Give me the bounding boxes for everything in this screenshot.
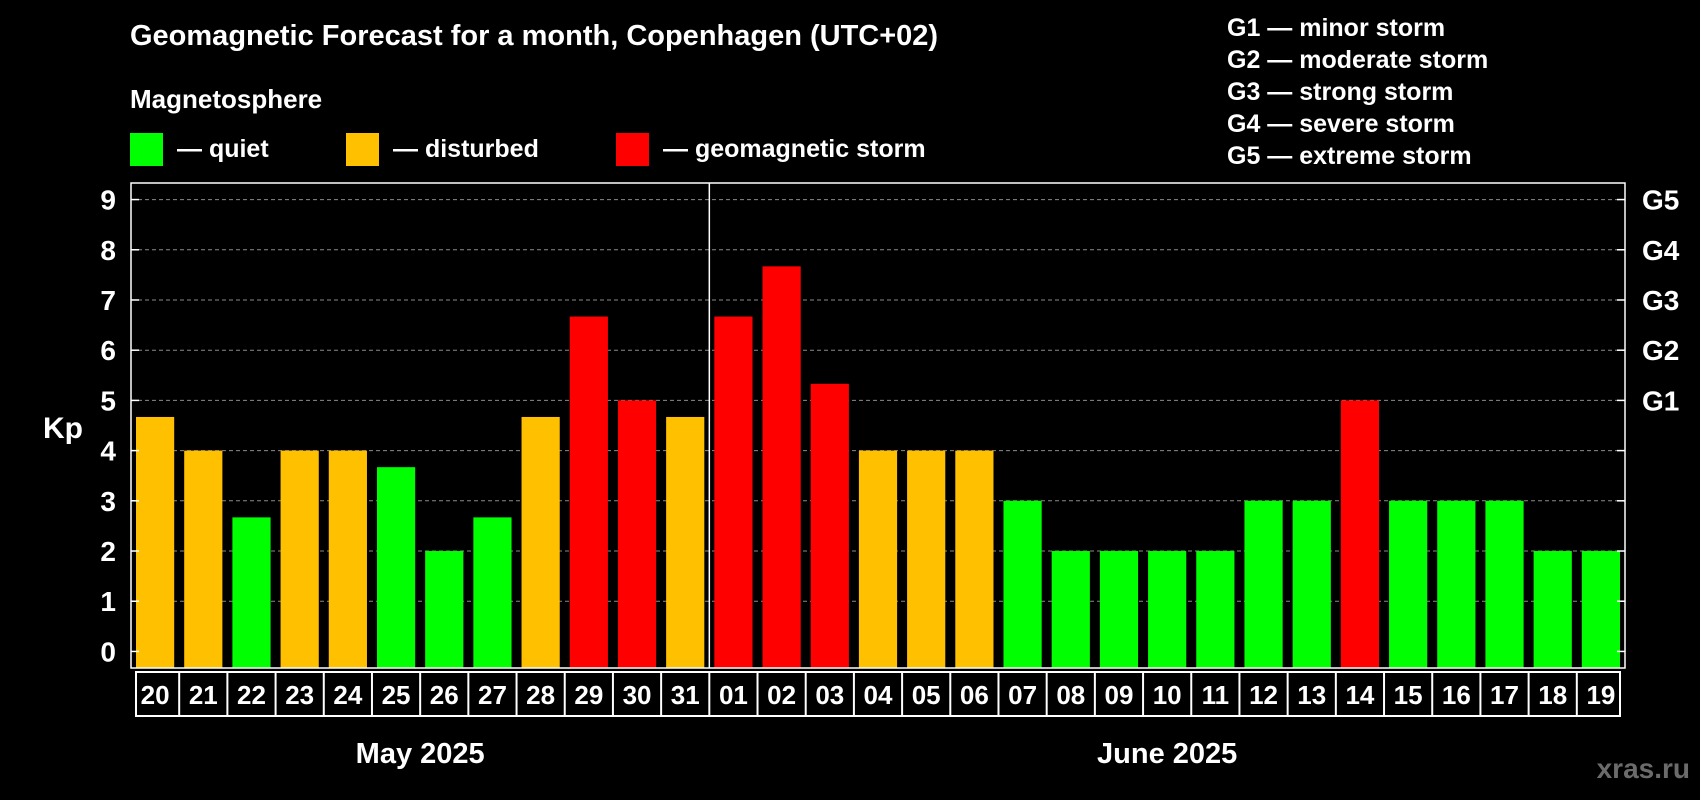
day-label-27: 27	[478, 680, 507, 710]
month-label: June 2025	[1097, 738, 1237, 770]
bar-22	[232, 517, 271, 668]
g-legend-g4: G4 — severe storm	[1227, 110, 1455, 138]
g-legend-g5: G5 — extreme storm	[1227, 142, 1472, 170]
y-tick-label: 7	[100, 285, 116, 316]
y-tick-label: 1	[100, 586, 116, 617]
day-label-24: 24	[333, 680, 362, 710]
bar-21	[184, 450, 223, 668]
bar-14	[1340, 400, 1380, 668]
day-label-17: 17	[1490, 680, 1519, 710]
day-label-09: 09	[1105, 680, 1134, 710]
day-label-31: 31	[671, 680, 700, 710]
plot-frame	[130, 182, 1626, 669]
month-label: May 2025	[356, 738, 485, 770]
legend-swatch-quiet	[130, 133, 163, 166]
bar-06	[955, 450, 994, 668]
day-label-30: 30	[623, 680, 652, 710]
day-label-01: 01	[719, 680, 748, 710]
bar-20	[136, 416, 175, 668]
right-tick-label-g1: G1	[1642, 385, 1679, 416]
g-legend-g2: G2 — moderate storm	[1227, 46, 1489, 74]
day-label-29: 29	[574, 680, 603, 710]
legend-swatch-storm	[616, 133, 649, 166]
day-label-10: 10	[1153, 680, 1182, 710]
day-label-06: 06	[960, 680, 989, 710]
bar-29	[569, 316, 608, 668]
day-label-04: 04	[864, 680, 893, 710]
bar-11	[1196, 551, 1235, 668]
legend-swatch-disturbed	[346, 133, 379, 166]
day-label-23: 23	[285, 680, 314, 710]
day-label-15: 15	[1394, 680, 1423, 710]
right-tick-label-g5: G5	[1642, 185, 1679, 216]
day-label-19: 19	[1586, 680, 1615, 710]
legend-label-storm: — geomagnetic storm	[663, 135, 926, 163]
bar-02	[762, 266, 801, 668]
bar-24	[328, 450, 367, 668]
bar-16	[1437, 500, 1476, 668]
day-axis-frame	[135, 671, 1621, 717]
bar-15	[1389, 500, 1428, 668]
day-label-11: 11	[1202, 680, 1230, 710]
bar-17	[1485, 500, 1524, 668]
legend-label-disturbed: — disturbed	[393, 135, 539, 163]
bar-04	[858, 450, 898, 668]
day-label-05: 05	[912, 680, 941, 710]
y-tick-label: 2	[100, 536, 116, 567]
day-label-21: 21	[189, 680, 218, 710]
y-tick-label: 4	[100, 436, 116, 467]
day-label-28: 28	[526, 680, 555, 710]
y-tick-label: 5	[100, 385, 116, 416]
right-tick-label-g3: G3	[1642, 285, 1679, 316]
bar-01	[714, 316, 753, 668]
y-tick-label: 8	[100, 235, 116, 266]
day-label-16: 16	[1442, 680, 1471, 710]
bar-23	[280, 450, 319, 668]
bar-12	[1244, 500, 1283, 668]
legend-title: Magnetosphere	[130, 84, 323, 114]
day-label-13: 13	[1297, 680, 1326, 710]
day-label-26: 26	[430, 680, 459, 710]
bar-08	[1051, 551, 1090, 668]
bar-27	[473, 517, 512, 668]
bar-09	[1099, 551, 1139, 668]
bar-25	[376, 467, 416, 668]
day-label-18: 18	[1538, 680, 1567, 710]
day-label-08: 08	[1056, 680, 1085, 710]
g-legend-g1: G1 — minor storm	[1227, 14, 1446, 42]
bar-31	[666, 416, 705, 668]
right-tick-label-g4: G4	[1642, 235, 1680, 266]
y-axis-label: Kp	[43, 412, 83, 445]
bar-07	[1003, 500, 1042, 668]
bar-18	[1533, 551, 1572, 668]
chart-title: Geomagnetic Forecast for a month, Copenh…	[130, 20, 939, 52]
right-tick-label-g2: G2	[1642, 335, 1679, 366]
bar-28	[521, 416, 560, 668]
bar-19	[1581, 551, 1620, 668]
y-tick-label: 0	[100, 636, 116, 667]
y-tick-label: 3	[100, 486, 116, 517]
y-tick-label: 6	[100, 335, 116, 366]
bar-30	[617, 400, 657, 668]
day-label-02: 02	[767, 680, 796, 710]
day-label-20: 20	[141, 680, 170, 710]
bar-05	[907, 450, 946, 668]
day-label-25: 25	[382, 680, 411, 710]
legend-label-quiet: — quiet	[177, 135, 269, 163]
day-label-22: 22	[237, 680, 266, 710]
bar-26	[425, 551, 464, 668]
bar-10	[1148, 551, 1187, 668]
day-label-14: 14	[1345, 680, 1374, 710]
day-label-07: 07	[1008, 680, 1037, 710]
day-label-12: 12	[1249, 680, 1278, 710]
g-legend-g3: G3 — strong storm	[1227, 78, 1454, 106]
watermark: xras.ru	[1596, 753, 1690, 784]
day-label-03: 03	[815, 680, 844, 710]
bar-03	[810, 383, 849, 668]
bar-13	[1292, 500, 1331, 668]
y-tick-label: 9	[100, 185, 116, 216]
